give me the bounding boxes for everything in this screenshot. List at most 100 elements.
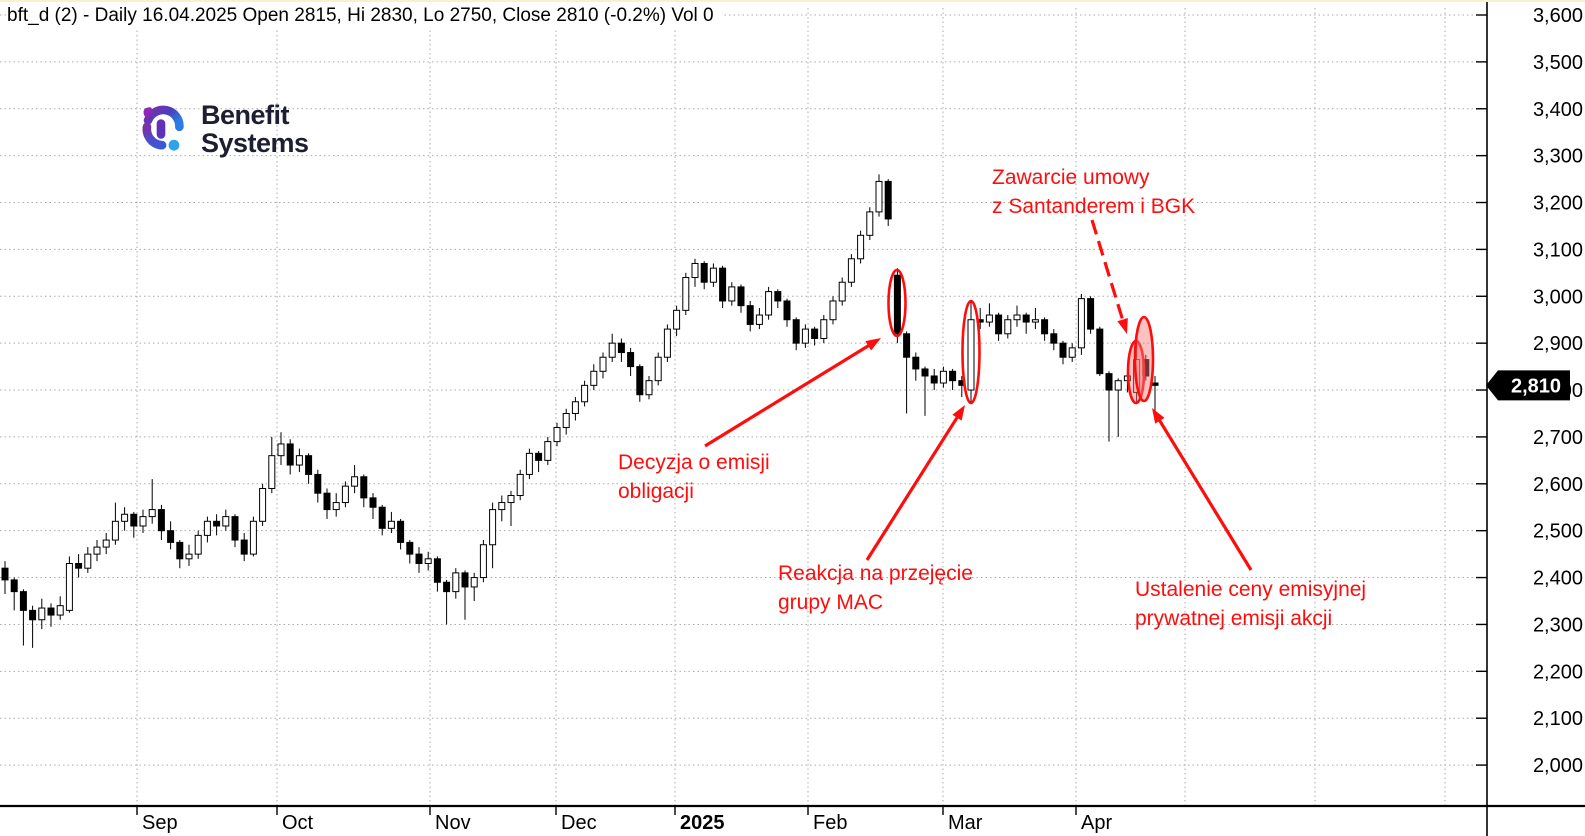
candle-body [1077, 298, 1085, 349]
x-tick-label: Feb [813, 812, 847, 834]
annotation-arrow-line [1090, 219, 1126, 325]
candle-body [1050, 333, 1058, 344]
annotation-arrowhead [1152, 408, 1165, 424]
candle-body [645, 380, 653, 396]
candle-body [29, 609, 37, 621]
candle-body [939, 370, 947, 384]
candle-body [75, 562, 83, 569]
candle-body [930, 375, 938, 384]
candle-body [884, 180, 892, 220]
y-tick-label: 3,000 [1533, 286, 1583, 308]
candle-body [507, 495, 515, 504]
annotation-mac-acquisition: Reakcja na przejęcie grupy MAC [778, 559, 973, 617]
y-tick-label: 3,400 [1533, 99, 1583, 121]
candle-body [295, 455, 303, 466]
candle-body [102, 539, 110, 548]
candle-body [194, 534, 202, 555]
y-tick-label: 3,600 [1533, 5, 1583, 27]
candle-body [479, 544, 487, 579]
chart-title: bft_d (2) - Daily 16.04.2025 Open 2815, … [7, 4, 724, 30]
candle-body [341, 485, 349, 504]
y-tick-label: 2,200 [1533, 661, 1583, 683]
y-tick-label: 2,600 [1533, 474, 1583, 496]
candle-body [1151, 382, 1159, 386]
candle-body [562, 412, 570, 429]
candle-body [921, 368, 929, 377]
candle-body [866, 211, 874, 236]
candle-body [38, 607, 46, 621]
candle-body [185, 553, 193, 560]
candle-body [351, 476, 359, 487]
candle-body [774, 291, 782, 302]
candle-body [893, 274, 901, 335]
candle-body [489, 509, 497, 546]
annotation-arrow-line [704, 341, 874, 448]
y-tick-label: 3,200 [1533, 193, 1583, 215]
candle-body [857, 234, 865, 260]
candle-body [663, 328, 671, 358]
candle-body [406, 541, 414, 555]
candle-body [820, 319, 828, 339]
x-tick-label: Oct [282, 812, 314, 834]
annotation-bond-issue: Decyzja o emisji obligacji [618, 448, 770, 506]
candle-body [277, 443, 285, 457]
highlight-ellipses [887, 268, 1155, 405]
candle-body [148, 509, 156, 518]
logo-text-line2: Systems [201, 128, 309, 158]
annotation-text: prywatnej emisji akcji [1135, 607, 1333, 630]
candle-body [599, 356, 607, 372]
candle-body [314, 473, 322, 494]
candle-body [608, 342, 616, 358]
highlight-ellipse [1133, 315, 1155, 403]
candle-body [1087, 298, 1095, 330]
annotation-issue-price: Ustalenie ceny emisyjnej prywatnej emisj… [1135, 575, 1366, 633]
window-top-edge [0, 0, 1585, 2]
candle-body [415, 553, 423, 564]
candle-body [673, 309, 681, 330]
annotation-text: Reakcja na przejęcie [778, 562, 973, 585]
candle-body [157, 509, 165, 532]
x-tick-label: Sep [142, 812, 178, 834]
candle-body [121, 513, 129, 522]
logo-arc-bottom [142, 122, 167, 150]
candle-body [553, 427, 561, 443]
candle-body [47, 607, 55, 616]
candle-body [590, 370, 598, 386]
candle-body [424, 558, 432, 564]
highlight-ellipse [887, 268, 907, 338]
price-tag-label: 2,810 [1511, 375, 1561, 397]
candle-body [801, 328, 809, 344]
y-tick-label: 2,300 [1533, 614, 1583, 636]
candle-body [378, 506, 386, 529]
candle-body [452, 572, 460, 593]
candle-body [847, 258, 855, 283]
benefit-systems-logo-text: Benefit Systems [201, 101, 309, 157]
candle-body [470, 577, 478, 588]
candle-body [387, 520, 395, 529]
candle-body [995, 314, 1003, 335]
candle-body [360, 476, 368, 499]
annotation-text: z Santanderem i BGK [992, 195, 1196, 218]
annotation-arrow-line [865, 412, 962, 561]
candle-body [1004, 319, 1012, 335]
candle-body [369, 497, 377, 508]
candle-body [719, 267, 727, 302]
candle-body [700, 262, 708, 283]
annotation-arrow-line [1155, 415, 1253, 571]
candle-body [544, 441, 552, 461]
candles [1, 174, 1159, 648]
candle-body [654, 356, 662, 382]
candle-body [240, 539, 248, 555]
candle-body [829, 300, 837, 321]
candle-body [461, 572, 469, 588]
price-tag: 2,810 [1486, 370, 1570, 401]
y-tick-label: 2,500 [1533, 521, 1583, 543]
candle-body [581, 384, 589, 403]
candle-body [268, 455, 276, 489]
candle-body [222, 516, 230, 527]
candle-body [516, 473, 524, 497]
candle-body [1041, 319, 1049, 335]
annotation-text: Ustalenie ceny emisyjnej [1135, 578, 1367, 601]
